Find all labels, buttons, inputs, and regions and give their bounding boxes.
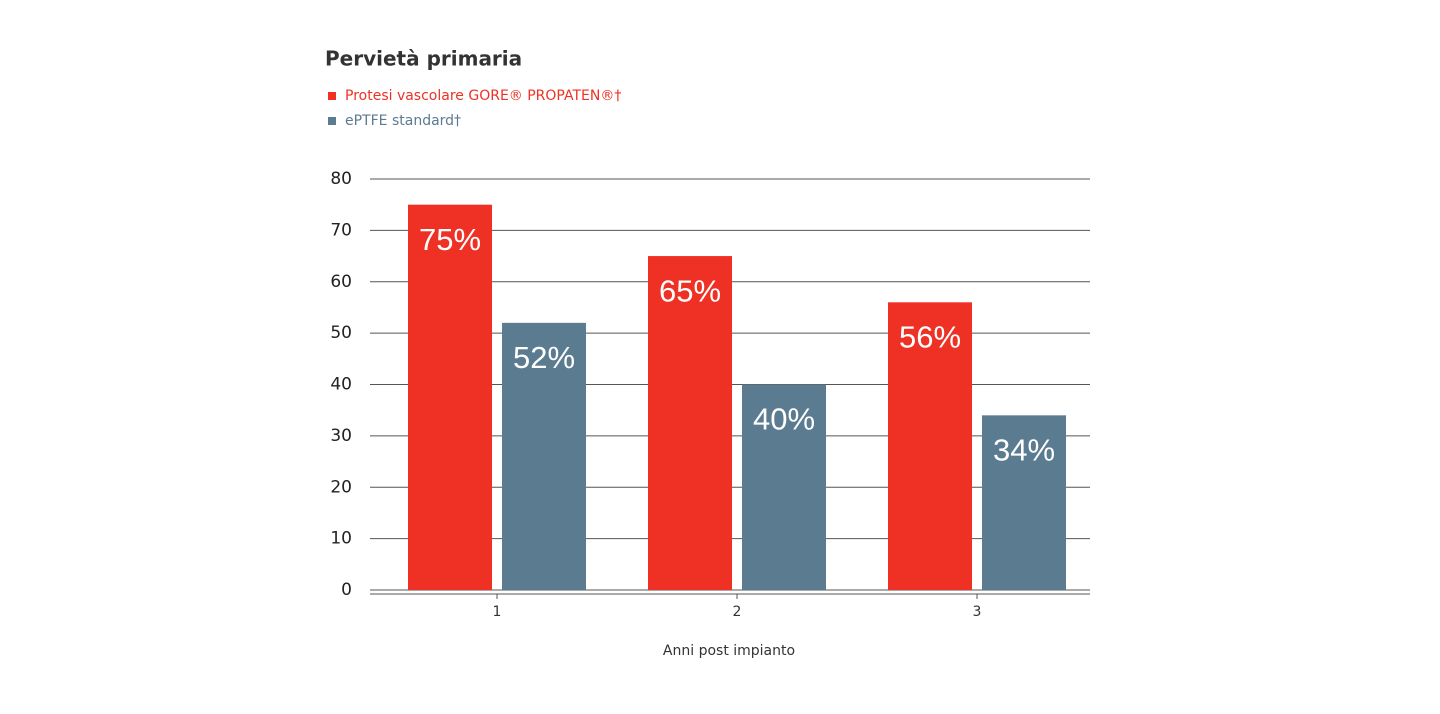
y-tick-label: 0 xyxy=(341,580,352,600)
legend-swatch xyxy=(328,117,336,125)
bar xyxy=(888,302,972,590)
value-label: 40% xyxy=(753,402,815,437)
y-tick-label: 40 xyxy=(330,375,352,395)
y-tick-label: 60 xyxy=(330,272,352,292)
x-axis-title: Anni post impianto xyxy=(663,643,795,659)
legend-swatch xyxy=(328,92,336,100)
bar xyxy=(742,384,826,590)
y-tick-label: 50 xyxy=(330,323,352,343)
y-tick-label: 70 xyxy=(330,220,352,240)
bar xyxy=(502,322,586,590)
value-label: 65% xyxy=(659,273,721,308)
y-tick-label: 30 xyxy=(330,426,352,446)
y-tick-label: 80 xyxy=(330,169,352,189)
value-label: 56% xyxy=(899,319,961,354)
value-label: 75% xyxy=(419,222,481,257)
bar xyxy=(648,256,732,590)
y-tick-label: 10 xyxy=(330,529,352,549)
x-tick-label: 3 xyxy=(973,604,982,620)
value-label: 34% xyxy=(993,433,1055,468)
legend-label: ePTFE standard† xyxy=(345,113,461,129)
bar xyxy=(982,415,1066,590)
legend-label: Protesi vascolare GORE® PROPATEN®† xyxy=(345,88,621,104)
x-tick-label: 2 xyxy=(733,604,742,620)
x-tick-label: 1 xyxy=(493,604,502,620)
value-label: 52% xyxy=(513,340,575,375)
bar xyxy=(408,204,492,590)
chart-title: Pervietà primaria xyxy=(325,47,522,71)
y-tick-label: 20 xyxy=(330,477,352,497)
